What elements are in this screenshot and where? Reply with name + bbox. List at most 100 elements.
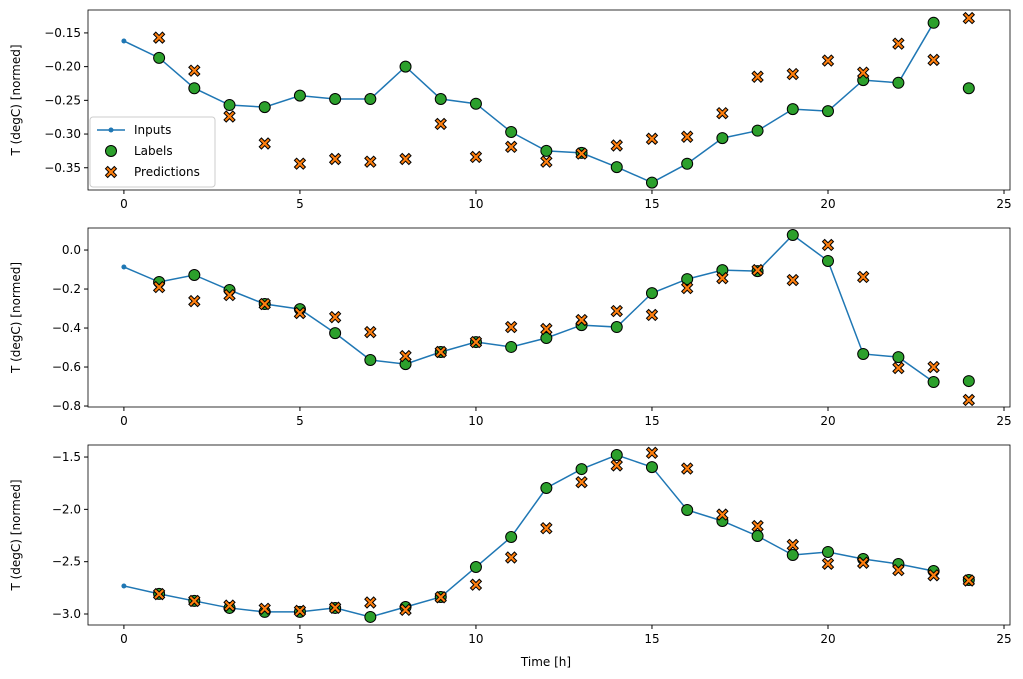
predictions-point [716, 271, 729, 285]
predictions-point [469, 150, 483, 164]
predictions-point [892, 37, 905, 50]
x-tick-label: 0 [120, 414, 128, 428]
predictions-point [856, 66, 870, 79]
y-axis-label: T (degC) [normed] [9, 44, 23, 156]
subplot-3: 0 5 10 15 20 25 −3.0 −2.5 −2.0 −1.5 T (degC) [norm… [9, 444, 1012, 646]
y-tick-label: −2.5 [52, 555, 81, 569]
subplot-1: 0 5 10 15 20 25 −0.35 −0.30 −0.25 −0.20 −0.15 T (de… [9, 9, 1012, 211]
labels-point [188, 268, 201, 281]
predictions-point [223, 288, 236, 302]
x-tick-label: 20 [820, 632, 835, 646]
labels-point [927, 376, 940, 389]
labels-point [258, 101, 271, 114]
predictions-point [856, 556, 870, 569]
predictions-point [927, 569, 940, 582]
legend-entry-label: Predictions [134, 165, 200, 179]
y-tick-label: −0.30 [44, 127, 81, 141]
labels-point [716, 132, 729, 145]
x-axis-label: Time [h] [520, 655, 571, 669]
x-tick-label: 25 [996, 632, 1011, 646]
inputs-line [123, 454, 934, 618]
predictions-point [927, 53, 940, 67]
x-tick-label: 5 [296, 197, 304, 211]
y-axis-label: T (degC) [normed] [9, 262, 23, 374]
labels-point [681, 273, 694, 286]
x-tick-label: 10 [468, 197, 483, 211]
predictions-point [540, 322, 553, 336]
predictions-point [610, 459, 623, 472]
axes-frame [87, 444, 1011, 626]
y-tick-label: −3.0 [52, 607, 81, 621]
predictions-point [328, 601, 342, 614]
legend: Inputs Labels Predictions [89, 116, 216, 188]
y-tick-label: −0.6 [52, 360, 81, 374]
predictions-point [504, 140, 518, 154]
y-axis-label: T (degC) [normed] [9, 479, 23, 591]
predictions-point [751, 263, 764, 277]
predictions-point [821, 238, 835, 252]
labels-point [645, 461, 658, 474]
predictions-point [751, 519, 764, 533]
inputs-line [123, 22, 935, 184]
legend-entry-label: Inputs [134, 123, 171, 137]
labels-point [962, 82, 975, 95]
predictions-point [223, 110, 236, 123]
legend-box [89, 116, 216, 188]
predictions-point [751, 70, 764, 83]
predictions-point [293, 604, 307, 618]
predictions-point [364, 325, 377, 339]
y-tick-label: −1.5 [52, 450, 81, 464]
labels-point [821, 545, 834, 558]
labels-point [469, 561, 482, 574]
labels-point [751, 530, 764, 543]
predictions-point [188, 594, 201, 608]
labels-point [364, 92, 377, 105]
predictions-point [821, 54, 835, 67]
legend-entry-label: Labels [134, 144, 173, 158]
predictions-point [399, 152, 412, 166]
predictions-point [892, 361, 905, 375]
predictions-point [364, 155, 377, 168]
predictions-point [434, 591, 447, 604]
predictions-point [504, 320, 518, 334]
predictions-point [293, 157, 307, 170]
labels-point [645, 287, 658, 300]
labels-point [751, 124, 764, 137]
axes-frame [87, 227, 1011, 408]
predictions-point [575, 147, 588, 160]
predictions-point [856, 270, 870, 284]
predictions-point [786, 67, 799, 81]
x-tick-label: 20 [820, 414, 835, 428]
predictions-point [716, 106, 729, 120]
predictions-point [434, 117, 447, 131]
x-tick-label: 25 [996, 197, 1011, 211]
labels-point [329, 327, 342, 340]
subplot-2: 0 5 10 15 20 25 −0.8 −0.6 −0.4 −0.2 0.0 T (degC) [n… [9, 227, 1012, 428]
predictions-point [786, 538, 799, 552]
predictions-point [399, 603, 412, 617]
predictions-point [927, 360, 940, 374]
labels-point [892, 76, 905, 89]
predictions-point [962, 574, 976, 587]
labels-point [645, 176, 658, 189]
labels-point [962, 375, 975, 388]
labels-point [364, 354, 377, 367]
inputs-point [121, 583, 127, 589]
predictions-point [610, 139, 623, 152]
predictions-point [152, 587, 166, 601]
labels-point [188, 82, 201, 95]
predictions-point [469, 578, 483, 591]
y-tick-label: −2.0 [52, 502, 81, 516]
y-tick-label: 0.0 [62, 243, 81, 257]
legend-inputs-marker [108, 127, 114, 133]
axes-frame [87, 9, 1011, 191]
predictions-point [328, 310, 342, 324]
predictions-point [504, 551, 518, 564]
predictions-point [258, 137, 271, 150]
predictions-point [540, 521, 553, 535]
x-tick-label: 15 [644, 197, 659, 211]
labels-point [223, 99, 236, 112]
labels-point [857, 347, 870, 360]
predictions-point [258, 297, 271, 311]
